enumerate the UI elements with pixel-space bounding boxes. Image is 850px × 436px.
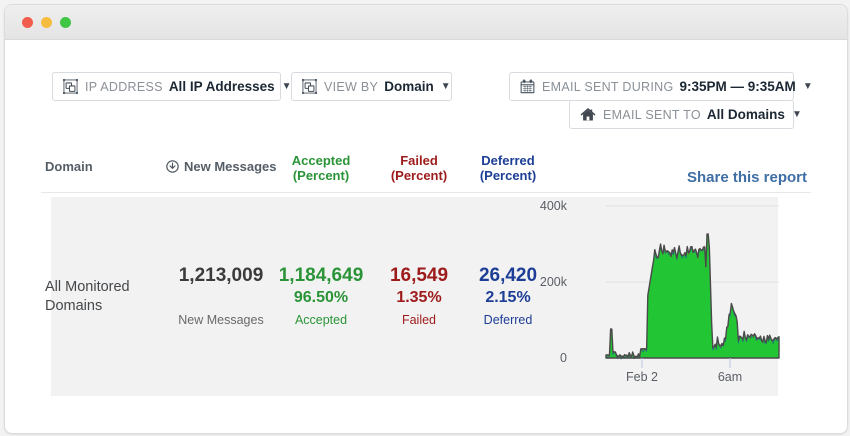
svg-text:Feb 2: Feb 2 [626, 370, 658, 384]
svg-text:6am: 6am [718, 370, 742, 384]
svg-text:400k: 400k [540, 199, 568, 213]
svg-text:0: 0 [560, 351, 567, 365]
